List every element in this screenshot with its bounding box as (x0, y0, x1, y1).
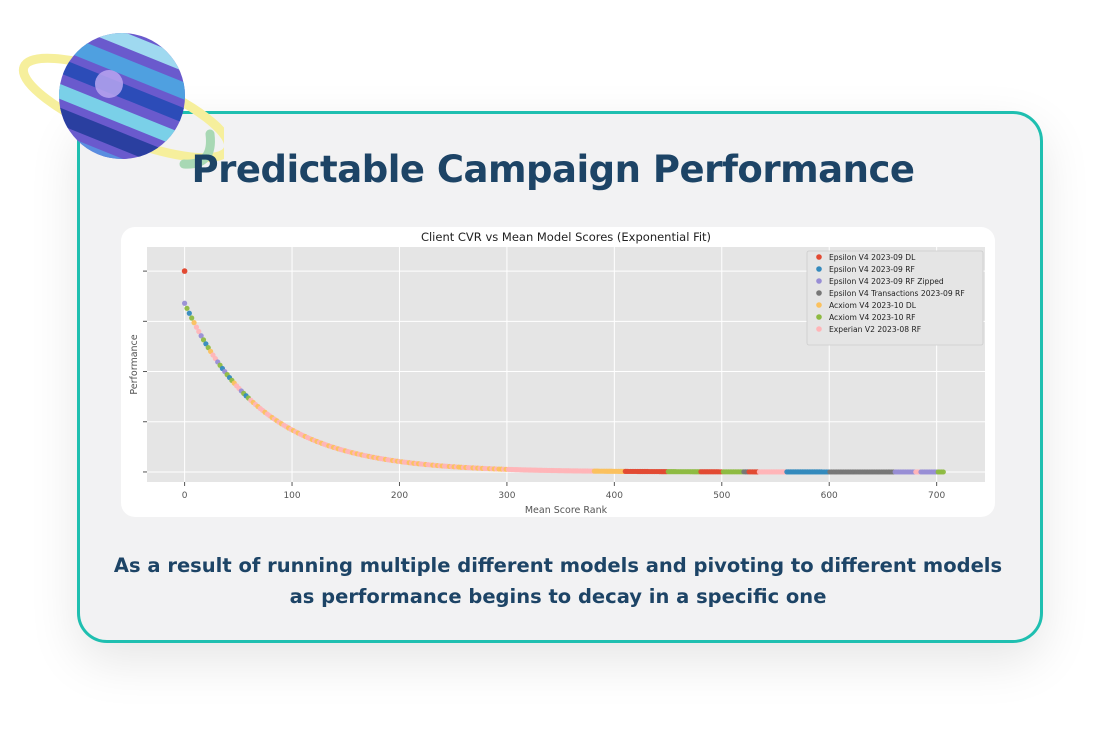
x-tick-label: 600 (821, 491, 838, 501)
data-point (200, 337, 207, 343)
legend-label: Epsilon V4 2023-09 RF Zipped (829, 277, 944, 286)
chart-title: Client CVR vs Mean Model Scores (Exponen… (421, 230, 711, 244)
legend-marker (816, 254, 822, 260)
y-axis-label: Performance (129, 334, 140, 394)
legend-label: Acxiom V4 2023-10 DL (829, 301, 917, 310)
x-tick-label: 400 (606, 491, 623, 501)
scatter-chart: 0 100 200 300 400 500 600 700 Client CVR vs Mean… (129, 230, 985, 516)
legend-label: Epsilon V4 Transactions 2023-09 RF (829, 289, 965, 298)
data-point (198, 333, 204, 339)
data-point-outlier (181, 268, 188, 274)
x-tick-label: 200 (391, 491, 408, 501)
data-point (191, 320, 197, 326)
data-point (184, 305, 190, 311)
legend-label: Epsilon V4 2023-09 RF (829, 265, 915, 274)
data-point (203, 341, 209, 347)
legend-marker (816, 302, 822, 308)
legend-marker (816, 278, 822, 284)
data-point (940, 469, 946, 475)
data-point (189, 315, 195, 321)
legend-marker (816, 326, 822, 332)
chart-panel: 0 100 200 300 400 500 600 700 Client CVR vs Mean… (121, 227, 995, 517)
caption-line-2: as performance begins to decay in a spec… (289, 585, 827, 608)
legend-label: Experian V2 2023-08 RF (829, 325, 921, 334)
data-point (186, 310, 192, 316)
legend-marker (816, 314, 822, 320)
caption-line-1: As a result of running multiple differen… (113, 554, 1003, 577)
data-point (182, 300, 188, 306)
legend-marker (816, 266, 822, 272)
caption: As a result of running multiple differen… (100, 550, 1016, 612)
data-point (205, 345, 211, 351)
planet-icon (18, 33, 224, 169)
x-tick-label: 0 (182, 491, 188, 501)
data-point (193, 324, 200, 330)
x-tick-label: 100 (283, 491, 300, 501)
x-tick-label: 500 (713, 491, 730, 501)
data-point (196, 328, 202, 335)
x-tick-label: 300 (498, 491, 515, 501)
legend-label: Epsilon V4 2023-09 DL (829, 253, 916, 262)
x-axis-label: Mean Score Rank (525, 505, 608, 516)
x-tick-label: 700 (928, 491, 945, 501)
legend-label: Acxiom V4 2023-10 RF (829, 313, 916, 322)
legend-box (806, 250, 984, 346)
legend-marker (816, 290, 822, 296)
page-title: Predictable Campaign Performance (191, 148, 916, 191)
